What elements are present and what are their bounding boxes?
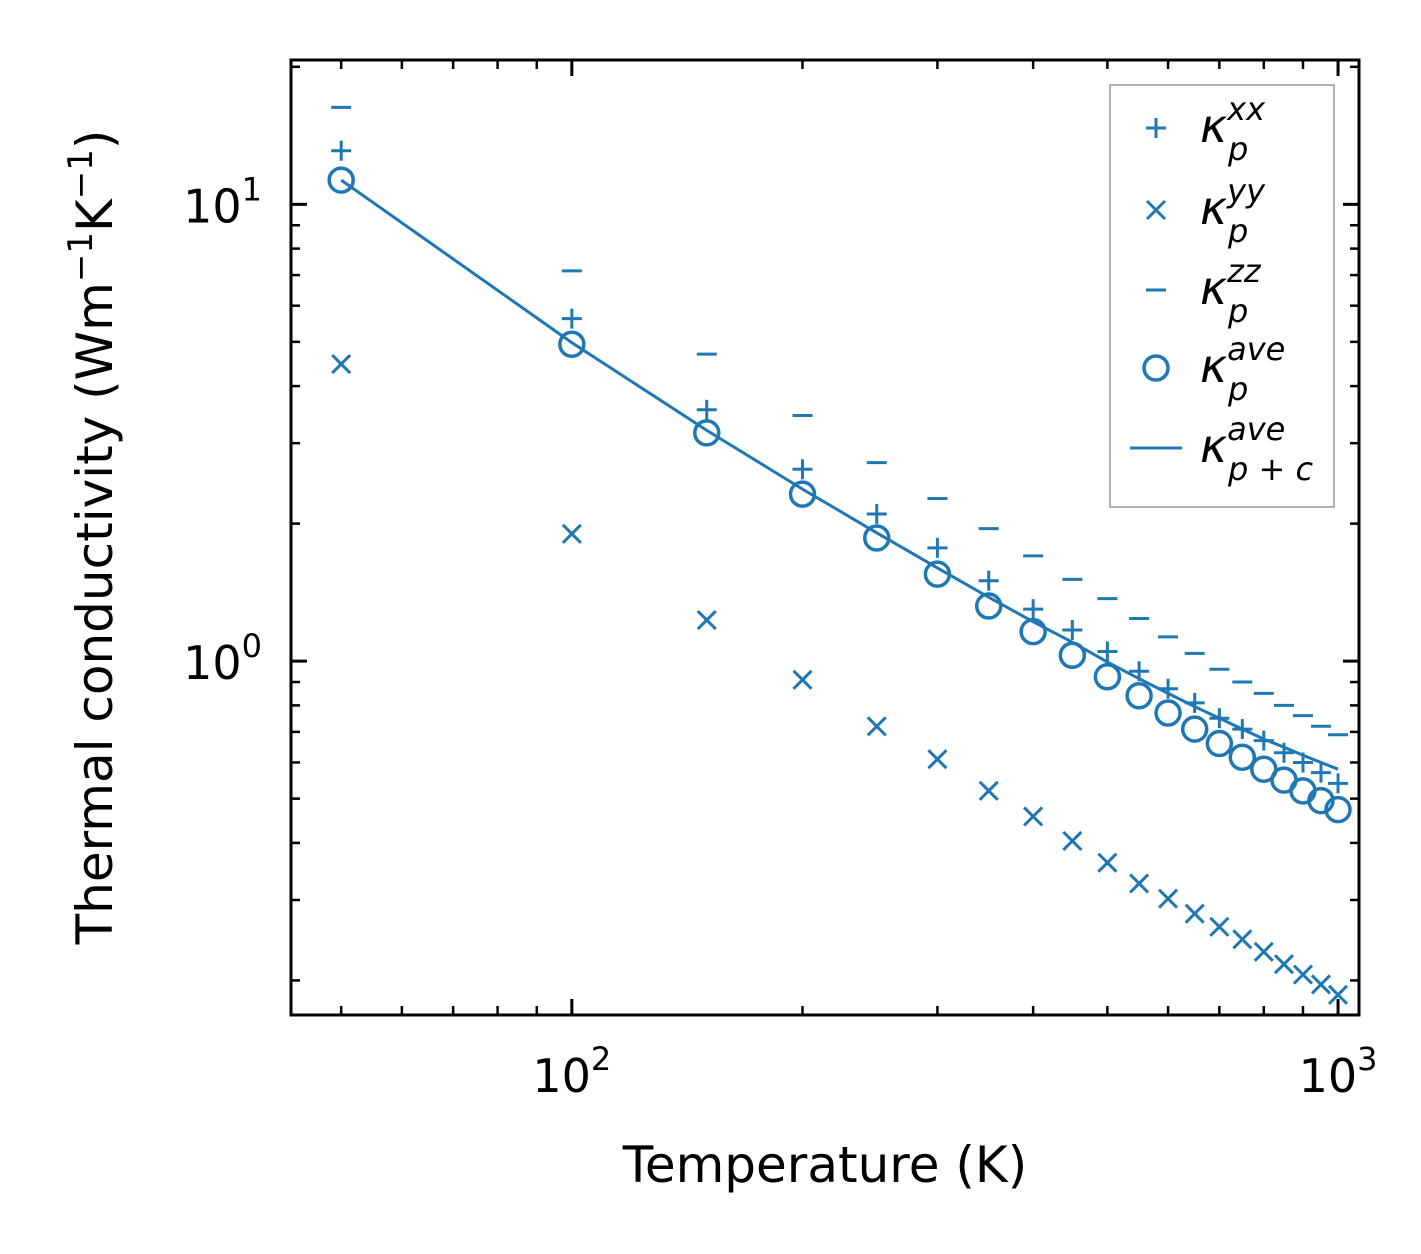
- point-kyy: [1273, 954, 1295, 975]
- point-kyy: [561, 523, 582, 544]
- y-tick-label: 101: [183, 170, 262, 233]
- series-line-kave_pc: [340, 178, 1339, 771]
- x-axis-label: Temperature (K): [622, 1136, 1027, 1194]
- point-kyy: [792, 669, 813, 690]
- point-kave: [1205, 729, 1234, 758]
- point-kyy: [1023, 806, 1044, 827]
- y-axis-label-sup2: −1: [61, 149, 101, 199]
- x-tick-label: 102: [532, 1040, 611, 1103]
- point-kyy: [866, 716, 887, 737]
- point-kave: [974, 592, 1003, 620]
- legend-label-kyy: κyy p: [1200, 172, 1266, 250]
- point-kyy: [1184, 903, 1205, 924]
- legend-marker-kyy: [1145, 199, 1167, 221]
- point-kyy: [1062, 830, 1083, 851]
- y-axis-label-mid: K: [66, 198, 124, 232]
- point-kyy: [1158, 888, 1179, 909]
- y-axis-label-main: Thermal conductivity (Wm: [66, 282, 124, 945]
- legend-label-kave_pc: κave p + c: [1200, 410, 1313, 488]
- point-kxx: [1023, 599, 1044, 620]
- y-axis-label-end: ): [66, 130, 124, 150]
- point-kyy: [331, 354, 352, 375]
- y-axis-label: Thermal conductivity (Wm−1K−1): [61, 130, 124, 946]
- legend-label-kxx: κxx p: [1200, 90, 1266, 168]
- y-tick-label: 100: [183, 627, 262, 690]
- point-kyy: [1292, 964, 1314, 985]
- point-kave: [1324, 795, 1352, 824]
- point-kyy: [1310, 974, 1332, 995]
- point-kyy: [696, 609, 717, 631]
- point-kyy: [1327, 984, 1349, 1005]
- point-kave: [1180, 715, 1209, 743]
- point-kave: [1154, 699, 1182, 727]
- point-kxx: [696, 399, 717, 420]
- point-kave: [1125, 681, 1153, 710]
- tick-labels: 102 103 100 101: [183, 170, 1377, 1103]
- point-kxx: [1310, 762, 1331, 783]
- point-kave: [1019, 617, 1047, 646]
- point-kave: [693, 419, 721, 447]
- point-kave: [558, 330, 586, 358]
- legend-frame: [1109, 84, 1335, 508]
- point-kave: [1228, 743, 1257, 771]
- plot-frame: [289, 58, 1361, 1017]
- point-kxx: [978, 570, 999, 591]
- legend-marker-kxx: [1146, 118, 1166, 138]
- point-kxx: [331, 140, 352, 161]
- point-kxx: [1328, 773, 1349, 794]
- point-kxx: [561, 308, 582, 329]
- point-kave: [862, 524, 891, 552]
- point-kyy: [1253, 941, 1274, 962]
- point-kave: [327, 166, 355, 194]
- legend-label-kzz: κzz p: [1200, 252, 1262, 330]
- plot-data: [327, 105, 1352, 1005]
- point-kxx: [1097, 641, 1118, 662]
- point-kyy: [1209, 916, 1230, 937]
- point-kave: [788, 480, 817, 508]
- point-kave: [1093, 663, 1122, 691]
- point-kxx: [866, 503, 887, 524]
- y-axis-label-sup1: −1: [61, 232, 101, 282]
- point-kyy: [927, 749, 948, 770]
- point-kxx: [1062, 619, 1083, 640]
- x-tick-label: 103: [1299, 1040, 1378, 1103]
- legend-marker-kave: [1142, 354, 1170, 382]
- legend-label-kave: κave p: [1200, 330, 1285, 408]
- point-kyy: [1129, 873, 1150, 894]
- point-kyy: [978, 780, 999, 801]
- point-kxx: [927, 537, 948, 558]
- point-kxx: [792, 459, 813, 480]
- point-kyy: [1097, 852, 1118, 873]
- point-kyy: [1232, 929, 1253, 950]
